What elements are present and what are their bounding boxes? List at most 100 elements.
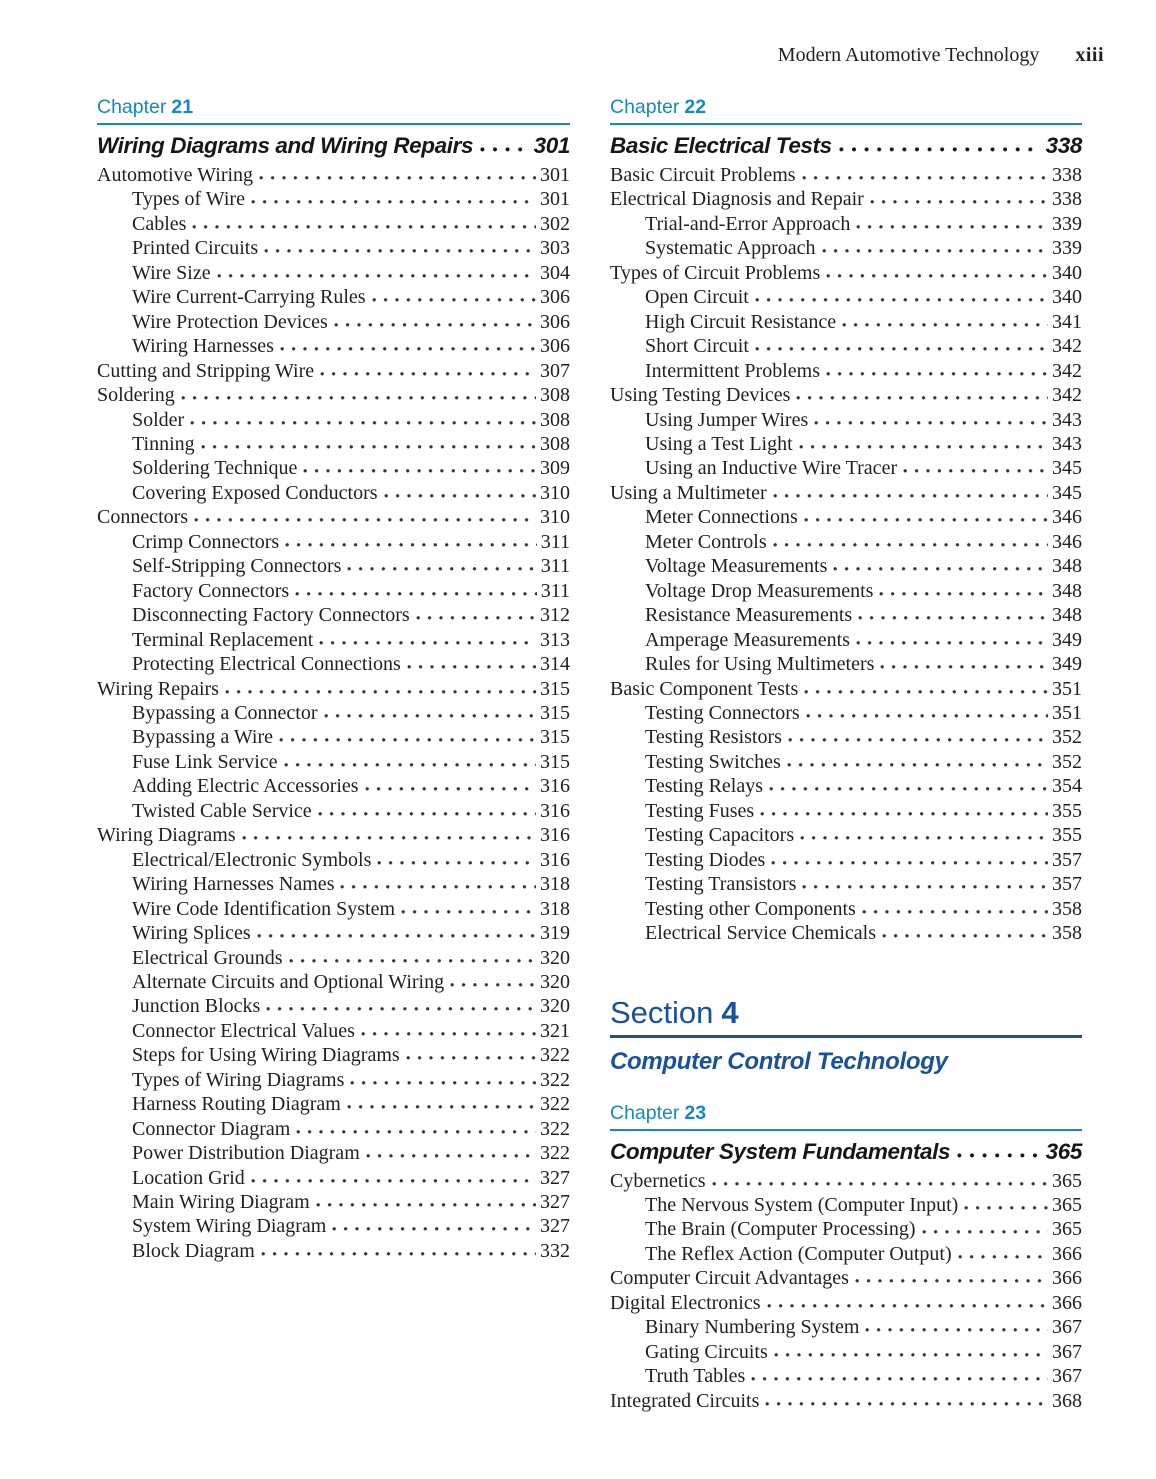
toc-entry: Testing Relays 354 (610, 774, 1082, 798)
dot-leader (319, 629, 536, 646)
dot-leader (190, 409, 536, 426)
toc-entry: Electrical/Electronic Symbols 316 (97, 848, 570, 872)
toc-entry-page: 311 (540, 579, 570, 602)
dot-leader (285, 531, 537, 548)
dot-leader (303, 458, 536, 475)
toc-entry-label: Basic Circuit Problems (610, 164, 796, 186)
toc-entry: Wire Code Identification System 318 (97, 897, 570, 921)
dot-leader (869, 189, 1048, 206)
toc-entry-page: 357 (1052, 848, 1082, 871)
toc-entry: Voltage Measurements 348 (610, 554, 1082, 578)
toc-entry: Digital Electronics 366 (610, 1291, 1082, 1315)
toc-entry-page: 365 (1052, 1218, 1082, 1241)
toc-entry: Bypassing a Wire 315 (97, 725, 570, 749)
dot-leader (194, 507, 536, 524)
dot-leader (259, 165, 536, 181)
toc-entry-page: 304 (540, 261, 570, 284)
toc-entry: Trial-and-Error Approach 339 (610, 212, 1082, 236)
dot-leader (964, 1194, 1048, 1211)
toc-entry-page: 301 (540, 164, 570, 186)
dot-leader (320, 360, 536, 377)
toc-entry-label: Printed Circuits (132, 237, 259, 260)
toc-entry-label: Bypassing a Connector (132, 701, 318, 724)
toc-entry: Steps for Using Wiring Diagrams 322 (97, 1043, 570, 1067)
chapter-label: Chapter (97, 96, 167, 118)
toc-entry: Wiring Splices 319 (97, 921, 570, 945)
toc-entry: Bypassing a Connector 315 (97, 701, 570, 725)
toc-entry-label: Terminal Replacement (132, 628, 314, 651)
dot-leader (803, 507, 1048, 524)
toc-entry: Connector Electrical Values 321 (97, 1019, 570, 1043)
toc-entry-label: Integrated Circuits (610, 1389, 760, 1412)
toc-entry-page: 368 (1052, 1389, 1082, 1412)
dot-leader (405, 1045, 536, 1062)
toc-entry-label: Wiring Repairs (97, 677, 219, 700)
toc-entry-page: 316 (540, 848, 570, 871)
left-column: Chapter 21 Wiring Diagrams and Wiring Rep… (97, 96, 570, 1413)
toc-entry: Junction Blocks 320 (97, 994, 570, 1018)
dot-leader (754, 287, 1048, 304)
dot-leader (288, 947, 536, 964)
toc-entry-page: 303 (540, 237, 570, 260)
folio-page-number: xiii (1075, 44, 1104, 66)
dot-leader (377, 849, 536, 866)
toc-entry-label: Wire Protection Devices (132, 310, 328, 333)
dot-leader (805, 702, 1048, 719)
dot-leader (751, 1366, 1048, 1383)
chapter-22-entry-list: Basic Circuit Problems 338 Electrical Di… (610, 163, 1082, 946)
dot-leader (772, 482, 1048, 499)
dot-leader (317, 800, 536, 817)
dot-leader (769, 776, 1048, 793)
toc-entry-page: 311 (540, 555, 570, 578)
toc-entry-label: The Brain (Computer Processing) (645, 1218, 916, 1241)
chapter-23-entry-list: Cybernetics 365 The Nervous System (Comp… (610, 1169, 1082, 1414)
toc-entry: Meter Controls 346 (610, 530, 1082, 554)
toc-entry-label: Using a Test Light (645, 432, 793, 455)
dot-leader (711, 1170, 1048, 1187)
toc-entry-label: Wiring Harnesses (132, 335, 274, 358)
toc-entry-label: Using an Inductive Wire Tracer (645, 457, 898, 480)
toc-entry-page: 322 (540, 1142, 570, 1165)
section-title: Computer Control Technology (610, 1047, 948, 1075)
dot-leader (771, 849, 1048, 866)
toc-columns: Chapter 21 Wiring Diagrams and Wiring Rep… (97, 96, 1082, 1413)
toc-entry-page: 314 (540, 653, 570, 676)
toc-entry-label: Basic Component Tests (610, 677, 799, 700)
toc-entry: Adding Electric Accessories 316 (97, 774, 570, 798)
toc-entry-page: 367 (1052, 1340, 1082, 1363)
toc-entry-page: 352 (1052, 750, 1082, 773)
dot-leader (383, 482, 536, 499)
chapter-23-title-row: Computer System Fundamentals 365 (610, 1138, 1082, 1165)
toc-entry-label: Block Diagram (132, 1239, 255, 1262)
dot-leader (842, 311, 1048, 328)
dot-leader (804, 678, 1048, 695)
toc-entry-label: Cables (132, 212, 187, 235)
toc-entry-page: 318 (540, 897, 570, 920)
dot-leader (800, 825, 1048, 842)
dot-leader (825, 360, 1048, 377)
toc-entry-label: Resistance Measurements (645, 604, 853, 627)
toc-entry: Crimp Connectors 311 (97, 530, 570, 554)
dot-leader (865, 1317, 1048, 1334)
dot-leader (861, 898, 1048, 915)
toc-entry-page: 338 (1052, 188, 1082, 211)
toc-entry: Using a Multimeter 345 (610, 481, 1082, 505)
dot-leader (957, 1141, 1041, 1159)
toc-entry-label: Location Grid (132, 1166, 245, 1189)
toc-entry-page: 342 (1052, 335, 1082, 358)
toc-entry-page: 316 (540, 799, 570, 822)
toc-entry-page: 320 (540, 946, 570, 969)
toc-entry-label: The Nervous System (Computer Input) (645, 1193, 959, 1216)
toc-entry-label: Wiring Diagrams (97, 824, 236, 847)
dot-leader (279, 727, 536, 744)
toc-entry-page: 349 (1052, 653, 1082, 676)
toc-entry-label: Open Circuit (645, 286, 749, 309)
dot-leader (858, 605, 1048, 622)
dot-leader (856, 213, 1048, 230)
toc-entry: Electrical Diagnosis and Repair 338 (610, 187, 1082, 211)
dot-leader (346, 1094, 536, 1111)
toc-entry: Solder 308 (97, 408, 570, 432)
toc-entry: Types of Wire 301 (97, 187, 570, 211)
toc-entry-page: 332 (540, 1239, 570, 1262)
toc-entry-page: 367 (1052, 1365, 1082, 1388)
